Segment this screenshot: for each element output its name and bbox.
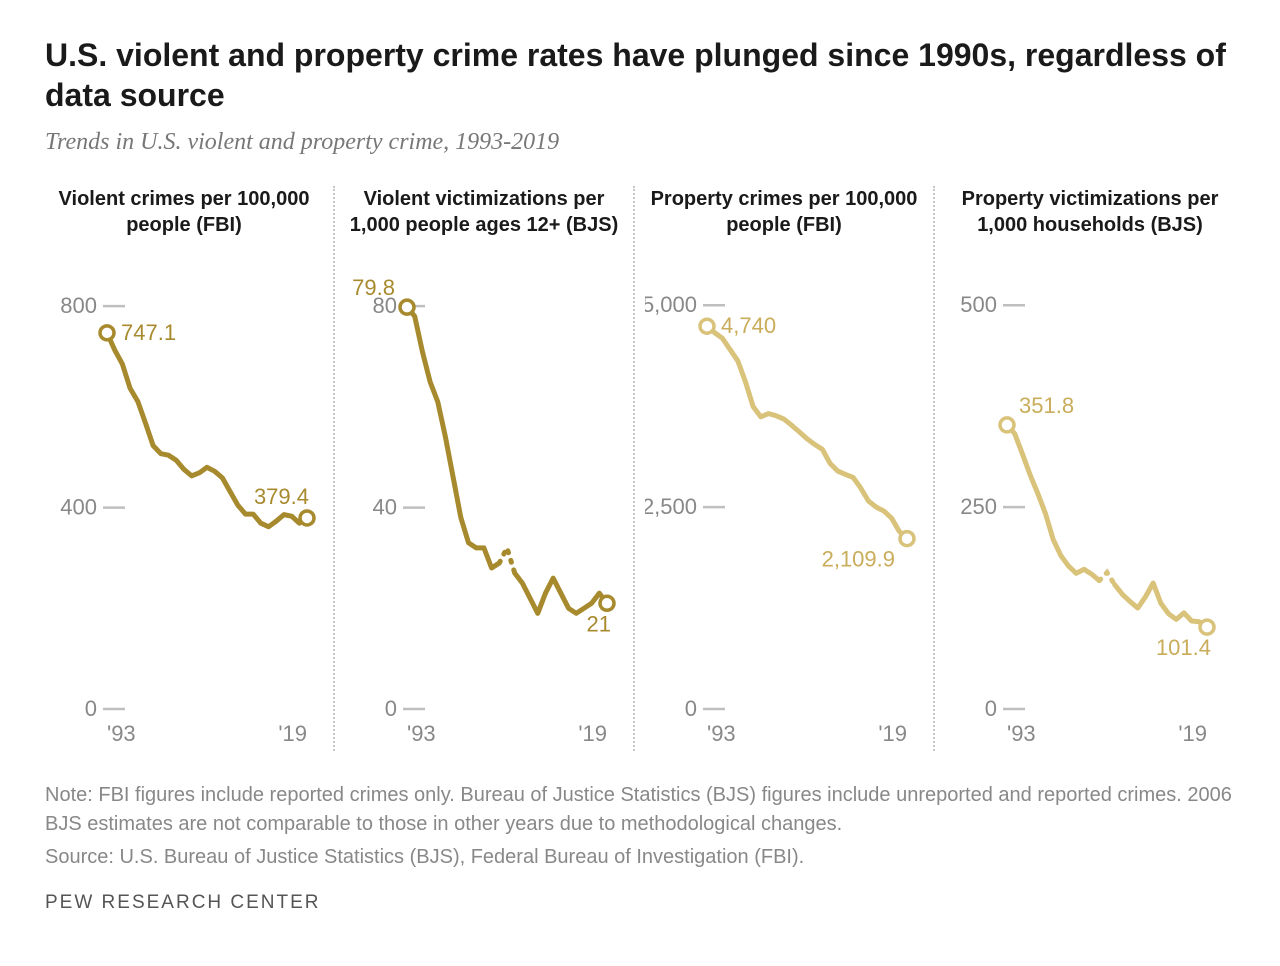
svg-text:101.4: 101.4 bbox=[1156, 635, 1211, 660]
svg-text:0: 0 bbox=[85, 696, 97, 721]
chart-area: 0 400 800 '93 '19 747.1 379.4 bbox=[45, 271, 323, 751]
panel-title: Violent victimizations per 1,000 people … bbox=[345, 186, 623, 241]
chart-subtitle: Trends in U.S. violent and property crim… bbox=[45, 129, 1235, 156]
svg-text:2,109.9: 2,109.9 bbox=[822, 547, 895, 572]
svg-text:79.8: 79.8 bbox=[352, 275, 395, 300]
svg-text:379.4: 379.4 bbox=[254, 484, 309, 509]
chart-area: 0 250 500 '93 '19 351.8 101.4 bbox=[945, 271, 1235, 751]
chart-area: 0 2,500 5,000 '93 '19 4,740 2,109.9 bbox=[645, 271, 923, 751]
svg-text:400: 400 bbox=[60, 495, 97, 520]
panel-0: Violent crimes per 100,000 people (FBI) … bbox=[45, 186, 335, 751]
svg-text:'93: '93 bbox=[1007, 721, 1036, 746]
svg-text:'19: '19 bbox=[878, 721, 907, 746]
svg-text:747.1: 747.1 bbox=[121, 320, 176, 345]
svg-text:'93: '93 bbox=[407, 721, 436, 746]
panel-title: Property crimes per 100,000 people (FBI) bbox=[645, 186, 923, 241]
svg-text:2,500: 2,500 bbox=[645, 494, 697, 519]
svg-text:0: 0 bbox=[985, 696, 997, 721]
svg-text:800: 800 bbox=[60, 293, 97, 318]
svg-text:21: 21 bbox=[587, 611, 611, 636]
svg-text:'19: '19 bbox=[1178, 721, 1207, 746]
svg-text:0: 0 bbox=[385, 696, 397, 721]
panel-1: Violent victimizations per 1,000 people … bbox=[345, 186, 635, 751]
svg-text:'19: '19 bbox=[278, 721, 307, 746]
chart-area: 04080'93'1979.821 bbox=[345, 271, 623, 751]
svg-text:351.8: 351.8 bbox=[1019, 393, 1074, 418]
chart-title: U.S. violent and property crime rates ha… bbox=[45, 35, 1235, 115]
panel-title: Violent crimes per 100,000 people (FBI) bbox=[45, 186, 323, 241]
svg-text:'93: '93 bbox=[707, 721, 736, 746]
svg-text:'19: '19 bbox=[578, 721, 607, 746]
svg-text:0: 0 bbox=[685, 696, 697, 721]
panel-3: Property victimizations per 1,000 househ… bbox=[945, 186, 1235, 751]
svg-text:500: 500 bbox=[960, 292, 997, 317]
svg-text:4,740: 4,740 bbox=[721, 313, 776, 338]
svg-text:40: 40 bbox=[373, 495, 397, 520]
svg-text:'93: '93 bbox=[107, 721, 136, 746]
panel-title: Property victimizations per 1,000 househ… bbox=[945, 186, 1235, 241]
footnote-source: Source: U.S. Bureau of Justice Statistic… bbox=[45, 843, 1235, 872]
footnote-note: Note: FBI figures include reported crime… bbox=[45, 781, 1235, 839]
svg-text:5,000: 5,000 bbox=[645, 292, 697, 317]
charts-row: Violent crimes per 100,000 people (FBI) … bbox=[45, 186, 1235, 751]
org-credit: PEW RESEARCH CENTER bbox=[45, 892, 1235, 914]
svg-text:250: 250 bbox=[960, 494, 997, 519]
panel-2: Property crimes per 100,000 people (FBI)… bbox=[645, 186, 935, 751]
